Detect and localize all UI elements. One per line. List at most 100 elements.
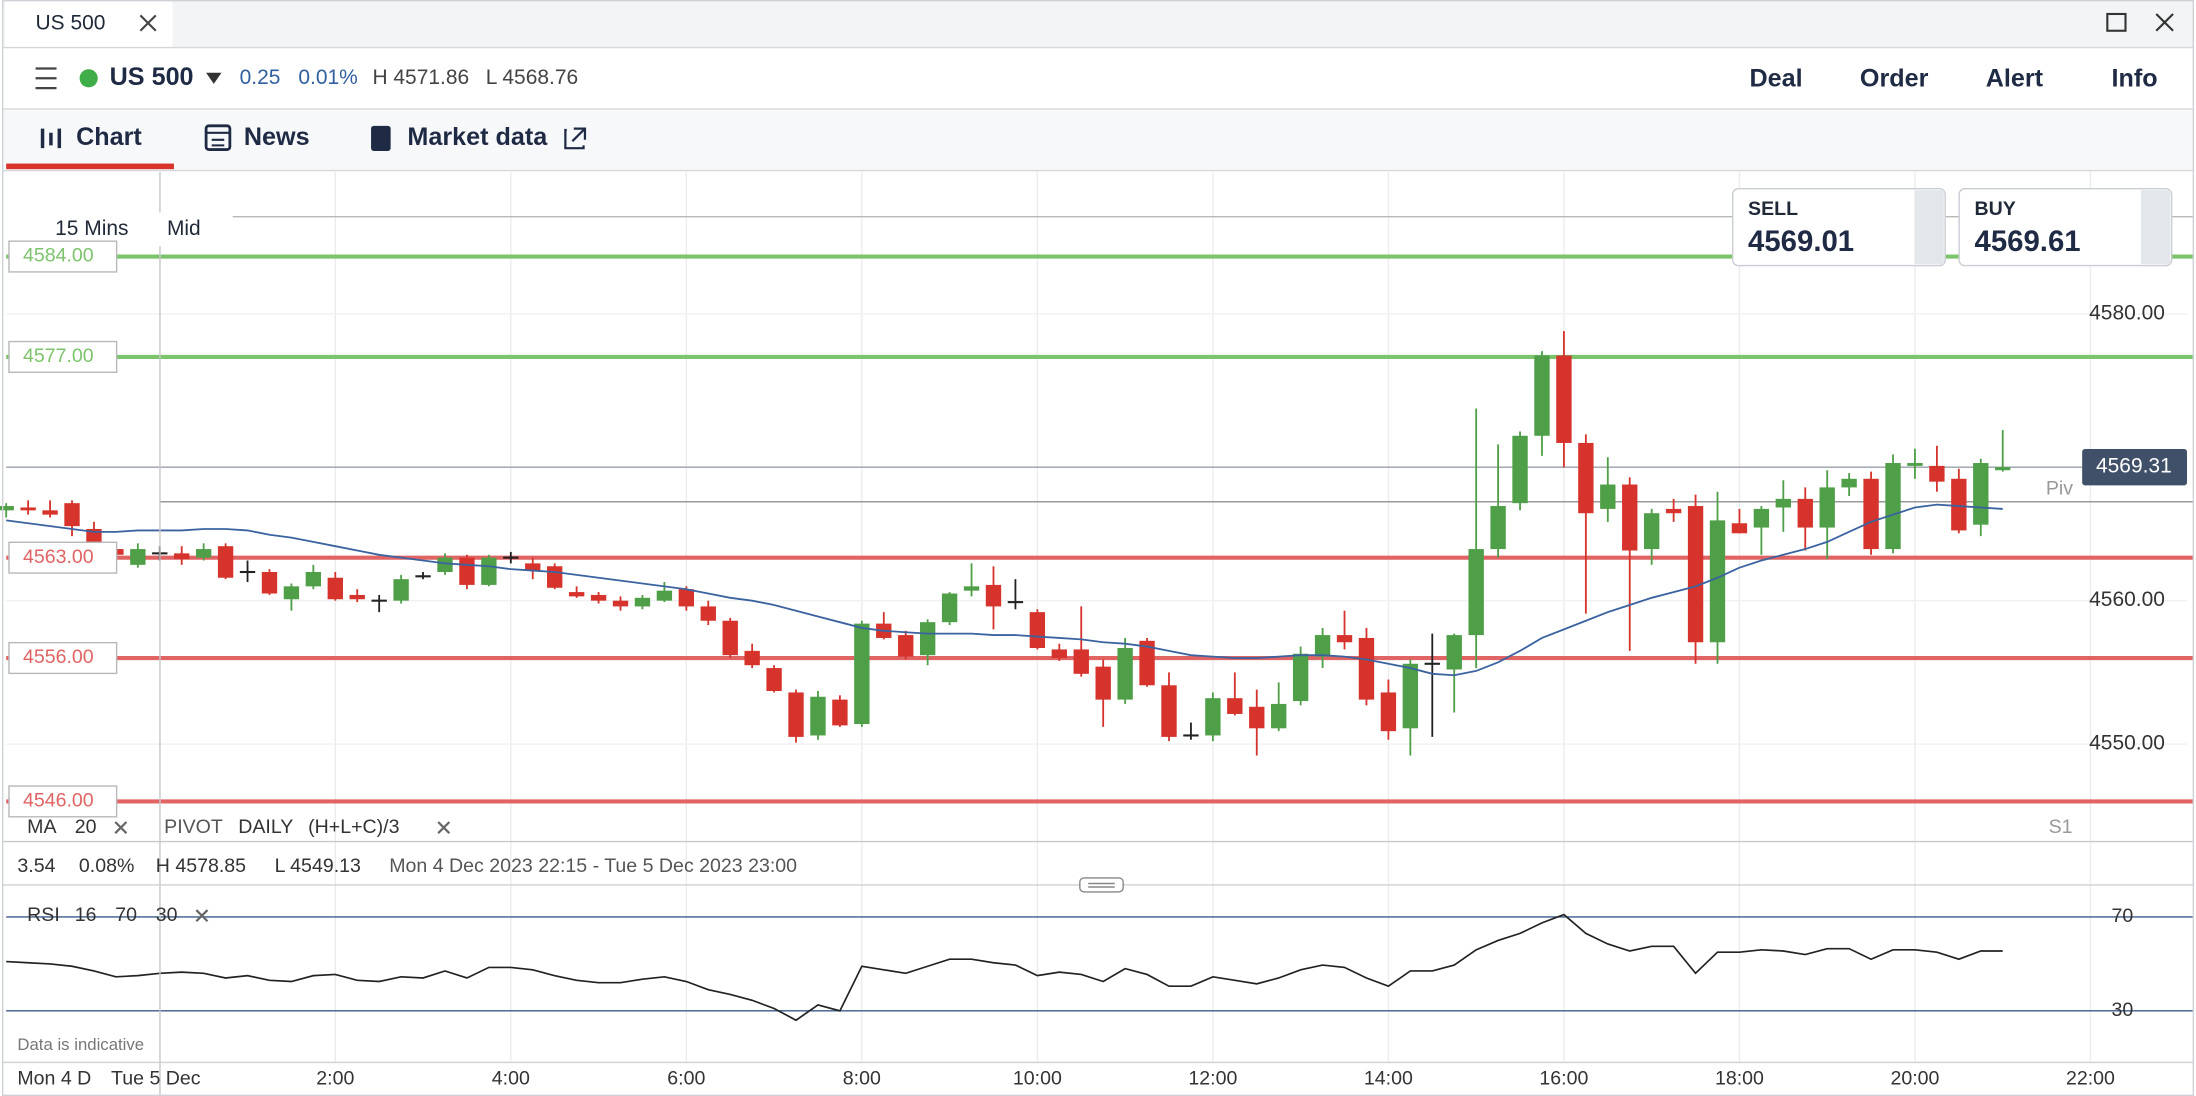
- rsi-line: [6, 913, 2003, 1022]
- sell-box-side: [1914, 190, 1944, 265]
- chart-icon: [40, 128, 62, 149]
- change-pct: 0.01%: [298, 66, 357, 89]
- candle-body: [1336, 635, 1353, 643]
- sell-price: 4569.01: [1748, 225, 1854, 258]
- candle-body: [1556, 355, 1572, 443]
- x-tick-label: 16:00: [1539, 1067, 1588, 1089]
- candle-body: [393, 579, 409, 601]
- instrument-name[interactable]: US 500: [110, 63, 194, 91]
- candle-body: [1951, 478, 1967, 531]
- candle-body: [1797, 498, 1813, 528]
- x-tick-label: 12:00: [1188, 1067, 1237, 1089]
- candle-body: [130, 549, 146, 565]
- external-link-icon: [564, 127, 587, 150]
- plot-area: [0, 171, 2194, 1063]
- window-tab-title: US 500: [36, 11, 106, 34]
- pivot-formula[interactable]: (H+L+C)/3: [308, 816, 399, 838]
- candle-body: [349, 594, 365, 600]
- market-data-tab[interactable]: Market data: [407, 123, 548, 151]
- y-tick-label: 4560.00: [2089, 588, 2165, 611]
- sell-box[interactable]: [1731, 188, 1946, 267]
- candle-body: [305, 572, 322, 587]
- resize-handle[interactable]: [1079, 877, 1124, 893]
- menu-icon[interactable]: [35, 67, 57, 90]
- date-label: Mon 4 D: [17, 1067, 91, 1089]
- candle-body: [1402, 663, 1419, 729]
- range-change-pct: 0.08%: [79, 855, 134, 877]
- range-dates: Mon 4 Dec 2023 22:15 - Tue 5 Dec 2023 23…: [389, 855, 797, 877]
- change: 0.25: [240, 66, 281, 89]
- news-tab[interactable]: News: [244, 123, 310, 151]
- x-tick-label: 8:00: [843, 1067, 881, 1089]
- candle-body: [919, 622, 936, 656]
- candle-body: [1095, 666, 1111, 700]
- close-tab-icon[interactable]: [139, 14, 157, 32]
- candle-body: [283, 586, 300, 600]
- candle-body: [459, 557, 475, 585]
- candle-body: [174, 553, 190, 560]
- pivot-label: Piv: [2046, 477, 2073, 499]
- candle-body: [612, 600, 629, 607]
- interval-selector[interactable]: 15 Mins: [55, 217, 128, 240]
- candle-body: [1161, 685, 1177, 737]
- window-tab[interactable]: [4, 0, 173, 48]
- date-label: Tue 5 Dec: [111, 1067, 201, 1089]
- dropdown-arrow[interactable]: [206, 72, 222, 84]
- candle-body: [1622, 484, 1638, 551]
- candle-body: [1731, 523, 1748, 534]
- candle-body: [437, 557, 453, 573]
- price-type-selector[interactable]: Mid: [167, 217, 201, 240]
- candle-body: [1512, 435, 1528, 504]
- range-low: L 4549.13: [275, 855, 361, 877]
- candle-body: [985, 584, 1002, 607]
- ma-period[interactable]: 20: [75, 816, 97, 838]
- s1-label: S1: [2049, 816, 2073, 838]
- candle-body: [1029, 612, 1046, 648]
- candle-body: [1841, 478, 1857, 488]
- candle-body: [788, 692, 804, 737]
- pivot-period[interactable]: DAILY: [238, 816, 293, 838]
- candle-body: [1051, 649, 1067, 659]
- remove-rsi-icon[interactable]: [195, 909, 209, 923]
- footnote: Data is indicative: [17, 1035, 144, 1054]
- candle-body: [1380, 692, 1397, 732]
- candle-body: [1358, 637, 1375, 700]
- candle-body: [1885, 463, 1901, 550]
- candle-body: [832, 699, 848, 726]
- candle-body: [42, 510, 58, 515]
- alert-button[interactable]: Alert: [1986, 64, 2044, 92]
- level-label: 4556.00: [23, 646, 94, 668]
- rsi-period[interactable]: 16: [75, 904, 97, 926]
- order-button[interactable]: Order: [1860, 64, 1929, 92]
- chart-tab[interactable]: Chart: [76, 123, 142, 151]
- candle-body: [1292, 653, 1309, 702]
- rsi-upper[interactable]: 70: [115, 904, 137, 926]
- resize-handle-grip: [1088, 882, 1115, 888]
- x-tick-label: 10:00: [1013, 1067, 1062, 1089]
- candle-body: [854, 623, 870, 724]
- market-status-dot: [79, 69, 98, 88]
- deal-button[interactable]: Deal: [1749, 64, 1802, 92]
- candle-body: [525, 563, 541, 571]
- active-tab-indicator: [6, 163, 174, 170]
- candle-body: [568, 592, 585, 597]
- candle-body: [1468, 549, 1484, 636]
- remove-ma-icon[interactable]: [114, 821, 128, 834]
- nav-bar: [2, 110, 2194, 171]
- candle-body: [217, 546, 234, 578]
- ma-line: [6, 503, 2003, 677]
- rsi-lower[interactable]: 30: [156, 904, 178, 926]
- level-label-box: [8, 785, 118, 818]
- remove-pivot-icon[interactable]: [437, 821, 451, 834]
- candle-body: [1578, 442, 1594, 514]
- news-icon: [204, 124, 232, 151]
- info-button[interactable]: Info: [2112, 64, 2158, 92]
- y-tick-label: 4550.00: [2089, 732, 2165, 755]
- buy-box[interactable]: [1958, 188, 2173, 267]
- maximize-icon[interactable]: [2106, 12, 2127, 32]
- candle-body: [1490, 506, 1506, 550]
- ma-label: MA: [27, 816, 57, 838]
- level-label: 4584.00: [23, 245, 94, 267]
- close-window-icon[interactable]: [2155, 13, 2174, 32]
